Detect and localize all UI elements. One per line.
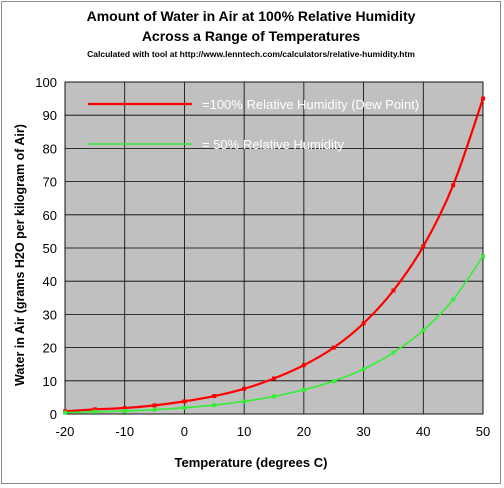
x-tick-label: 20	[297, 424, 311, 439]
legend: =100% Relative Humidity (Dew Point) = 50%…	[88, 97, 419, 152]
series-1-marker	[122, 406, 127, 411]
series-2-marker	[182, 405, 187, 410]
legend-label-1: =100% Relative Humidity (Dew Point)	[202, 97, 419, 112]
series-2-marker	[361, 367, 366, 372]
x-tick-label: 0	[181, 424, 188, 439]
series-1-marker	[331, 345, 336, 350]
chart-subtitle: Across a Range of Temperatures	[141, 28, 361, 44]
x-tick-label: -10	[115, 424, 134, 439]
series-2-marker	[331, 379, 336, 384]
series-1-marker	[301, 363, 306, 368]
y-tick-label: 20	[43, 341, 57, 356]
series-1-marker	[451, 183, 456, 188]
series-2-marker	[92, 409, 97, 414]
series-1-marker	[152, 403, 157, 408]
y-tick-label: 0	[50, 407, 57, 422]
series-2-marker	[301, 387, 306, 392]
series-1-marker	[421, 244, 426, 249]
series-2-marker	[451, 297, 456, 302]
y-tick-label: 30	[43, 307, 57, 322]
y-tick-label: 80	[43, 141, 57, 156]
x-tick-label: 50	[476, 424, 490, 439]
gridlines	[64, 81, 484, 415]
series-1-marker	[391, 288, 396, 293]
series-1-marker	[182, 399, 187, 404]
x-tick-label: 30	[356, 424, 370, 439]
y-tick-label: 70	[43, 175, 57, 190]
series-1-marker	[272, 376, 276, 381]
y-tick-label: 60	[43, 208, 57, 223]
series-2-marker	[272, 394, 276, 399]
y-tick-label: 90	[43, 108, 57, 123]
series-1-marker	[242, 386, 247, 391]
series-2-marker	[421, 328, 426, 333]
series-2-marker	[481, 254, 485, 259]
series-2-marker	[242, 399, 247, 404]
y-tick-label: 10	[43, 374, 57, 389]
series-group	[63, 96, 485, 415]
series-1-marker	[92, 407, 97, 412]
x-tick-label: 10	[237, 424, 251, 439]
legend-label-2: = 50% Relative Humidity	[202, 137, 344, 152]
x-tick-label: -20	[56, 424, 75, 439]
series-2-marker	[391, 350, 396, 355]
chart-source-note: Calculated with tool at http://www.lennt…	[87, 49, 415, 59]
x-axis-label: Temperature (degrees C)	[174, 455, 328, 470]
series-1-marker	[212, 394, 217, 399]
y-tick-label: 100	[35, 75, 57, 90]
y-tick-label: 50	[43, 241, 57, 256]
series-2-marker	[152, 407, 157, 412]
x-tick-label: 40	[416, 424, 430, 439]
series-1-marker	[361, 321, 366, 326]
chart-title: Amount of Water in Air at 100% Relative …	[86, 8, 416, 24]
y-tick-label: 40	[43, 274, 57, 289]
series-2-marker	[212, 403, 217, 408]
series-2-marker	[63, 410, 67, 415]
series-1-marker	[481, 96, 485, 101]
tick-labels: 0 10 20 30 40 50 60 70 80 90 100 -20 -10 0 10 20 30 40 50	[35, 75, 490, 439]
series-2-marker	[122, 409, 127, 414]
